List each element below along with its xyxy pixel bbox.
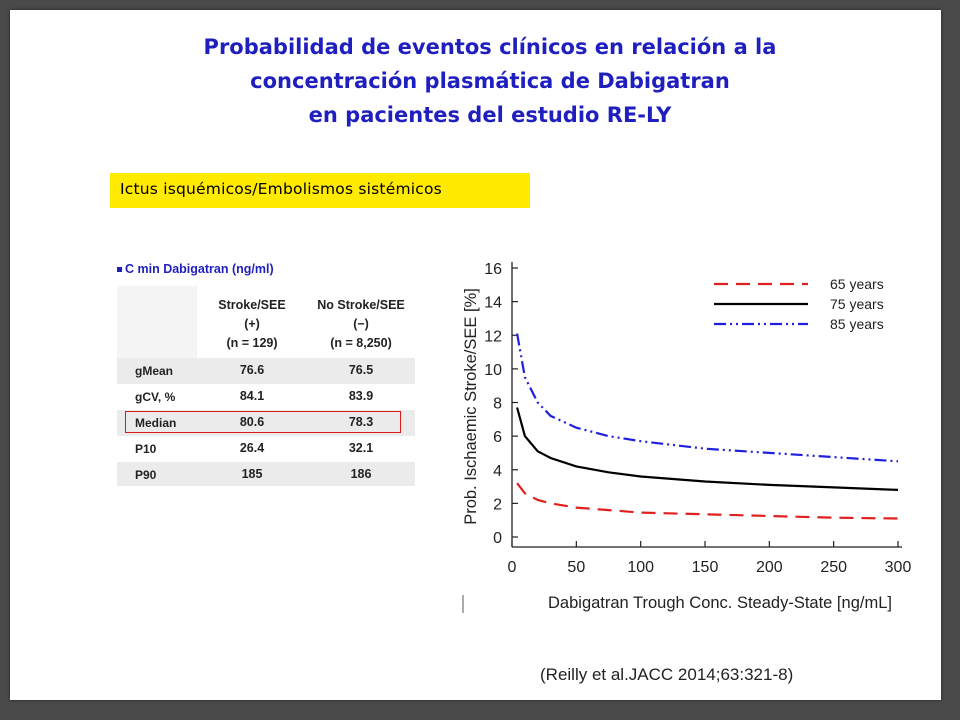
header-nostroke-line1: No Stroke/SEE [317, 298, 405, 312]
header-nostroke-line3: (n = 8,250) [330, 336, 392, 350]
legend-label: 85 years [830, 316, 884, 332]
header-stroke-line2: (+) [244, 317, 260, 331]
y-tick-label: 2 [493, 496, 502, 513]
y-tick-label: 10 [484, 362, 502, 379]
row-value-no-stroke: 32.1 [348, 441, 374, 455]
row-value-stroke: 80.6 [239, 415, 265, 429]
header-nostroke-line2: (−) [353, 317, 369, 331]
x-tick-label: 0 [508, 559, 517, 576]
series-line-75-years [516, 407, 899, 491]
x-tick-label: 100 [627, 559, 654, 576]
table-header-no-stroke: No Stroke/SEE (−) (n = 8,250) [307, 296, 415, 353]
row-value-stroke: 84.1 [239, 389, 265, 403]
legend-label: 75 years [830, 296, 884, 312]
y-tick-label: 8 [493, 396, 502, 413]
row-value-no-stroke: 76.5 [348, 363, 374, 377]
row-label: P90 [135, 468, 157, 482]
x-tick-label: 50 [567, 559, 585, 576]
x-tick-label: 200 [756, 559, 783, 576]
legend-label: 65 years [830, 276, 884, 292]
series-line-85-years [516, 333, 899, 463]
cmin-label: C min Dabigatran (ng/ml) [117, 262, 274, 276]
cmin-label-text: C min Dabigatran (ng/ml) [125, 262, 274, 276]
x-tick-label: 150 [692, 559, 719, 576]
table-row: gMean 76.6 76.5 [117, 358, 415, 384]
median-highlight-box [125, 411, 401, 433]
series-line-65-years [516, 482, 899, 520]
table-row: Median 80.6 78.3 [117, 410, 415, 436]
table-row: P90 185 186 [117, 462, 415, 486]
row-value-no-stroke: 83.9 [348, 389, 374, 403]
row-value-stroke: 185 [241, 467, 263, 481]
bullet-icon [117, 267, 122, 273]
row-label: gMean [135, 364, 174, 378]
subtitle-highlight: Ictus isquémicos/Embolismos sistémicos [110, 173, 530, 208]
table-header-bg [197, 286, 415, 358]
header-stroke-line3: (n = 129) [226, 336, 278, 350]
table-row: gCV, % 84.1 83.9 [117, 384, 415, 410]
y-tick-label: 6 [493, 429, 502, 446]
row-value-stroke: 76.6 [239, 363, 265, 377]
title-line-3: en pacientes del estudio RE-LY [308, 103, 672, 127]
table-header-stroke: Stroke/SEE (+) (n = 129) [197, 296, 307, 353]
title-line-2: concentración plasmática de Dabigatran [250, 69, 730, 93]
row-value-no-stroke: 78.3 [348, 415, 374, 429]
y-tick-label: 0 [493, 530, 502, 547]
y-tick-label: 16 [484, 261, 502, 278]
pk-table: Stroke/SEE (+) (n = 129) No Stroke/SEE (… [117, 286, 415, 486]
row-label: Median [135, 416, 177, 430]
title-line-1: Probabilidad de eventos clínicos en rela… [203, 35, 777, 59]
x-tick-label: 250 [820, 559, 847, 576]
row-label: gCV, % [135, 390, 176, 404]
slide-title: Probabilidad de eventos clínicos en rela… [40, 30, 940, 132]
x-axis-label: Dabigatran Trough Conc. Steady-State [ng… [548, 594, 892, 612]
y-axis-label: Prob. Ischaemic Stroke/SEE [%] [462, 288, 480, 525]
y-tick-label: 14 [484, 295, 502, 312]
x-tick-label: 300 [885, 559, 912, 576]
row-label: P10 [135, 442, 157, 456]
source-citation: (Reilly et al.JACC 2014;63:321-8) [540, 665, 794, 684]
subtitle-text: Ictus isquémicos/Embolismos sistémicos [120, 180, 442, 198]
y-tick-label: 12 [484, 328, 502, 345]
header-stroke-line1: Stroke/SEE [218, 298, 286, 312]
y-tick-label: 4 [493, 463, 502, 480]
table-row: P10 26.4 32.1 [117, 436, 415, 462]
row-value-no-stroke: 186 [350, 467, 372, 481]
row-value-stroke: 26.4 [239, 441, 265, 455]
